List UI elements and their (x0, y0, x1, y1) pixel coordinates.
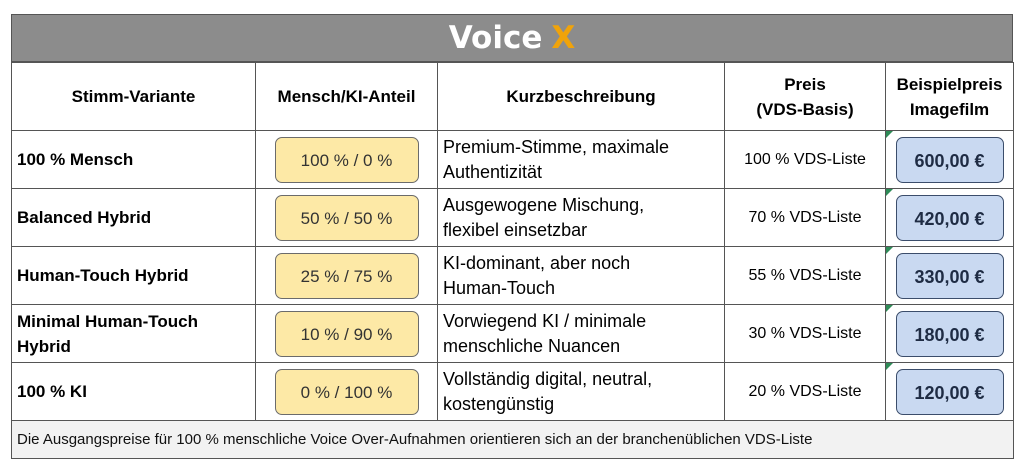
table-row: Minimal Human-Touch Hybrid 10 % / 90 % V… (11, 304, 1014, 363)
header-price-line2: (VDS-Basis) (756, 99, 854, 119)
title-main: Voice (448, 20, 543, 56)
header-variant: Stimm-Variante (11, 62, 256, 131)
ratio-badge: 10 % / 90 % (274, 310, 419, 357)
ratio-badge: 100 % / 0 % (274, 136, 419, 183)
description-cell: Vollständig digital, neutral, kostengüns… (437, 362, 725, 421)
price-basis: 100 % VDS-Liste (724, 130, 886, 189)
description-cell: Vorwiegend KI / minimale menschliche Nua… (437, 304, 725, 363)
description-line2: kostengünstig (443, 393, 555, 414)
price-basis: 70 % VDS-Liste (724, 188, 886, 247)
table-row: Balanced Hybrid 50 % / 50 % Ausgewogene … (11, 188, 1014, 247)
table-row: 100 % KI 0 % / 100 % Vollständig digital… (11, 362, 1014, 421)
example-price: 180,00 € (895, 310, 1004, 357)
variant-name: 100 % Mensch (11, 130, 256, 189)
description-line1: Premium-Stimme, maximale (443, 136, 670, 157)
pricing-table: Stimm-Variante Mensch/KI-Anteil Kurzbesc… (11, 62, 1014, 459)
footer-note: Die Ausgangspreise für 100 % menschliche… (11, 420, 1014, 459)
table-title: Voice X (11, 14, 1013, 62)
header-description: Kurzbeschreibung (437, 62, 725, 131)
ratio-badge: 25 % / 75 % (274, 252, 419, 299)
cell-comment-marker-icon (886, 305, 893, 312)
variant-name: Minimal Human-Touch Hybrid (11, 304, 256, 363)
description-line2: Human-Touch (443, 277, 556, 298)
example-price: 420,00 € (895, 194, 1004, 241)
cell-comment-marker-icon (886, 247, 893, 254)
header-example-line1: Beispielpreis (896, 74, 1003, 94)
variant-name: 100 % KI (11, 362, 256, 421)
description-cell: KI-dominant, aber noch Human-Touch (437, 246, 725, 305)
description-line2: menschliche Nuancen (443, 335, 621, 356)
header-example-line2: Imagefilm (909, 99, 990, 119)
description-cell: Premium-Stimme, maximale Authentizität (437, 130, 725, 189)
price-basis: 20 % VDS-Liste (724, 362, 886, 421)
header-price-line1: Preis (784, 74, 826, 94)
cell-comment-marker-icon (886, 363, 893, 370)
variant-name: Human-Touch Hybrid (11, 246, 256, 305)
description-line1: KI-dominant, aber noch (443, 252, 631, 273)
description-line2: Authentizität (443, 161, 543, 182)
description-line1: Ausgewogene Mischung, (443, 194, 645, 215)
table-row: Human-Touch Hybrid 25 % / 75 % KI-domina… (11, 246, 1014, 305)
variant-name: Balanced Hybrid (11, 188, 256, 247)
header-ratio: Mensch/KI-Anteil (255, 62, 438, 131)
ratio-badge: 0 % / 100 % (274, 368, 419, 415)
header-example: Beispielpreis Imagefilm (885, 62, 1014, 131)
example-price: 330,00 € (895, 252, 1004, 299)
price-basis: 55 % VDS-Liste (724, 246, 886, 305)
footer-row: Die Ausgangspreise für 100 % menschliche… (11, 420, 1014, 459)
header-price: Preis (VDS-Basis) (724, 62, 886, 131)
description-line1: Vorwiegend KI / minimale (443, 310, 647, 331)
example-price: 600,00 € (895, 136, 1004, 183)
title-accent: X (551, 20, 576, 56)
cell-comment-marker-icon (886, 131, 893, 138)
description-line2: flexibel einsetzbar (443, 219, 588, 240)
pricing-table-container: Voice X Stimm-Variante Mensch/KI-Anteil … (11, 14, 1014, 459)
table-row: 100 % Mensch 100 % / 0 % Premium-Stimme,… (11, 130, 1014, 189)
header-row: Stimm-Variante Mensch/KI-Anteil Kurzbesc… (11, 62, 1014, 131)
cell-comment-marker-icon (886, 189, 893, 196)
ratio-badge: 50 % / 50 % (274, 194, 419, 241)
description-cell: Ausgewogene Mischung, flexibel einsetzba… (437, 188, 725, 247)
example-price: 120,00 € (895, 368, 1004, 415)
description-line1: Vollständig digital, neutral, (443, 368, 653, 389)
price-basis: 30 % VDS-Liste (724, 304, 886, 363)
